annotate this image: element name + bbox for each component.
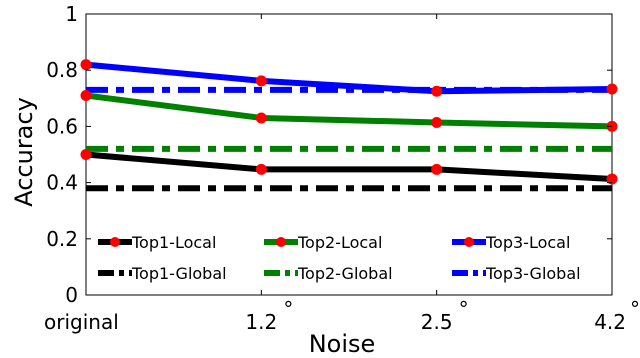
y-tick-label: 0 [65,283,78,307]
legend-label-top2-local: Top2-Local [297,233,382,252]
data-point-top2-local [255,112,267,124]
series-line-top2-local [85,92,613,130]
legend-marker-top3-local [464,237,474,247]
series-line-top3-local [85,61,613,95]
x-tick-degree: ° [630,297,640,321]
y-tick-label: 0.2 [46,227,78,251]
y-tick-label: 0.8 [46,58,78,82]
data-point-top3-local [606,83,618,95]
legend-label-top1-global: Top1-Global [131,264,227,283]
data-point-top2-local [431,116,443,128]
legend-marker-top1-local [110,237,120,247]
x-tick-degree: ° [283,297,293,321]
y-tick-label: 0.4 [46,171,78,195]
data-point-top3-local [80,59,92,71]
y-axis-title: Accuracy [10,97,38,207]
y-tick-label: 1 [65,2,78,26]
plot-area [85,13,613,296]
data-point-top1-local [431,163,443,175]
x-tick-label: original [44,310,119,334]
x-tick-label: 1.2 [245,310,277,334]
x-axis-title: Noise [309,330,376,358]
series-line-top1-local [85,151,613,182]
x-tick-label: 2.5 [421,310,453,334]
legend-label-top2-global: Top2-Global [297,264,393,283]
data-point-top1-local [606,173,618,185]
x-tick-degree: ° [459,297,469,321]
series-layer [80,59,618,192]
legend-label-top3-local: Top3-Local [485,233,570,252]
data-point-top3-local [255,75,267,87]
legend-marker-top2-local [276,237,286,247]
data-point-top1-local [255,163,267,175]
legend-label-top1-local: Top1-Local [131,233,216,252]
legend: Top1-Local Top2-Local Top3-Local Top1-Globa… [98,233,581,283]
x-tick-label: 4.2 [594,310,626,334]
data-point-top3-local [431,85,443,97]
legend-label-top3-global: Top3-Global [485,264,581,283]
data-point-top1-local [80,149,92,160]
plot-border [85,13,613,296]
y-tick-label: 0.6 [46,114,78,138]
data-point-top2-local [80,89,92,101]
